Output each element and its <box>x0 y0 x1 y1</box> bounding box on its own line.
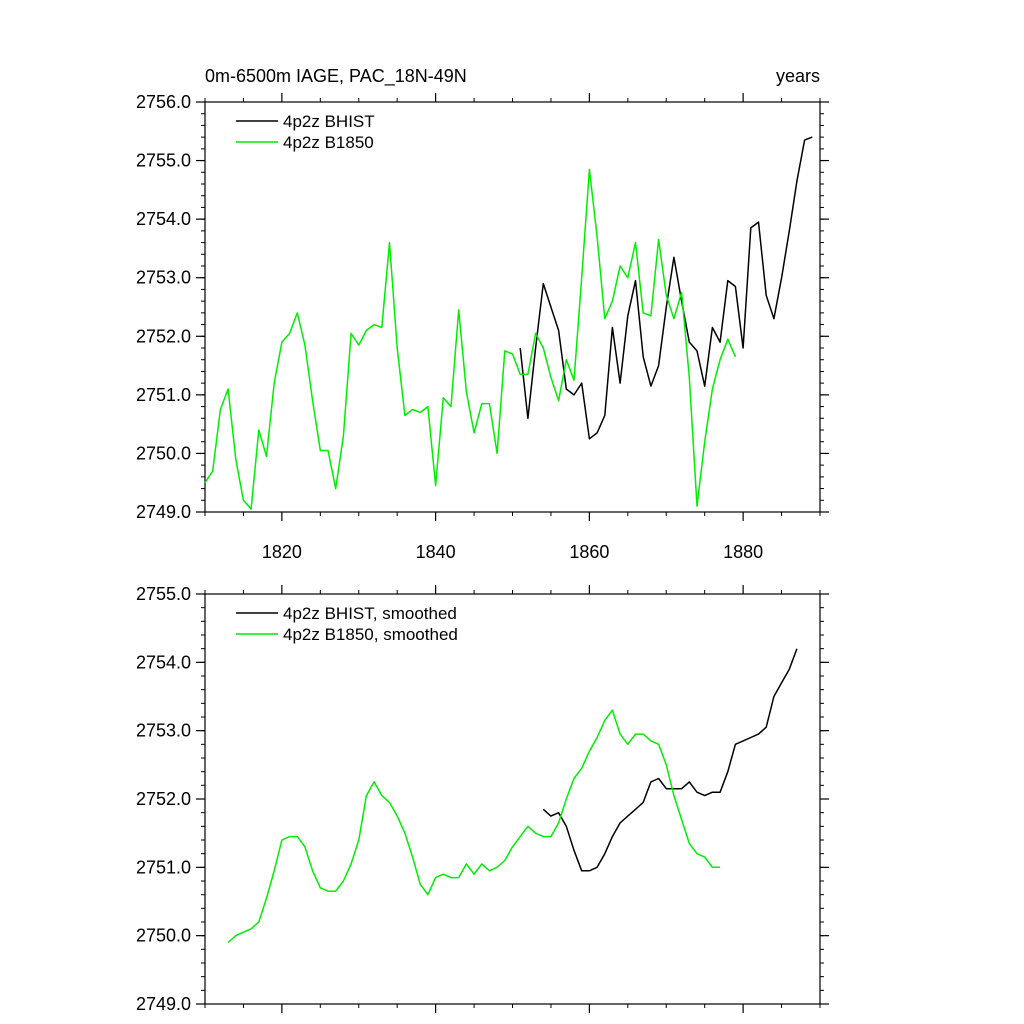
y-tick-label: 2752.0 <box>136 789 191 809</box>
legend-label-1: 4p2z B1850 <box>283 133 374 152</box>
x-tick-label: 1820 <box>262 542 302 562</box>
y-tick-label: 2756.0 <box>136 92 191 112</box>
plot-frame <box>204 101 821 513</box>
y-tick-label: 2751.0 <box>136 385 191 405</box>
x-tick-label: 1840 <box>416 542 456 562</box>
chart-title-left: 0m-6500m IAGE, PAC_18N-49N <box>205 66 467 87</box>
legend-label-0: 4p2z BHIST, smoothed <box>283 604 457 623</box>
top-panel: 2749.0 2750.0 2751.0 2752.0 2753.0 2754.0 2755… <box>136 92 829 562</box>
y-tick-label: 2754.0 <box>136 209 191 229</box>
x-tick-label: 1880 <box>723 542 763 562</box>
y-tick-label: 2750.0 <box>136 926 191 946</box>
y-tick-label: 2754.0 <box>136 652 191 672</box>
y-tick-label: 2752.0 <box>136 326 191 346</box>
series-line-1 <box>204 168 737 510</box>
series-line-1 <box>227 709 721 944</box>
y-tick-label: 2749.0 <box>136 994 191 1014</box>
y-tick-label: 2755.0 <box>136 584 191 604</box>
y-tick-label: 2750.0 <box>136 443 191 463</box>
plot-frame <box>204 593 821 1005</box>
y-tick-label: 2753.0 <box>136 268 191 288</box>
y-tick-label: 2749.0 <box>136 502 191 522</box>
legend-label-0: 4p2z BHIST <box>283 112 375 131</box>
bottom-panel: 2749.0 2750.0 2751.0 2752.0 2753.0 2754.0 2755… <box>136 584 829 1014</box>
legend-label-1: 4p2z B1850, smoothed <box>283 625 458 644</box>
y-tick-label: 2755.0 <box>136 151 191 171</box>
series-line-0 <box>519 136 813 440</box>
x-tick-label: 1860 <box>569 542 609 562</box>
y-tick-label: 2753.0 <box>136 721 191 741</box>
chart-title-right: years <box>776 66 820 86</box>
series-line-0 <box>542 648 798 872</box>
y-tick-label: 2751.0 <box>136 857 191 877</box>
